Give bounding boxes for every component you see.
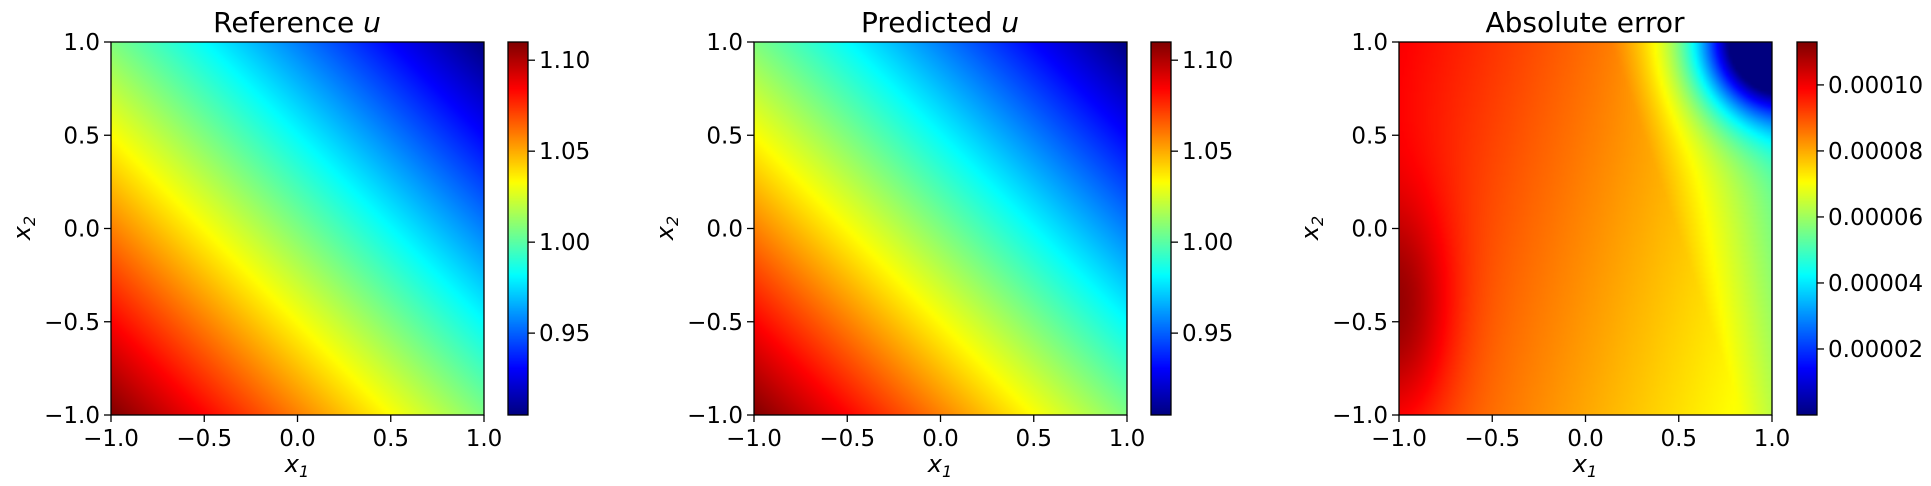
panel-absolute-error: Absolute error −1.0 −0.5 0.0 0.5 1.0 −1.0 −0.5… bbox=[1296, 6, 1923, 481]
colorbar-tick-label: 0.00004 bbox=[1828, 271, 1923, 297]
colorbar-tick-label: 0.95 bbox=[539, 321, 590, 347]
colorbar-frame bbox=[1150, 41, 1172, 416]
panel-title: Predicted u bbox=[861, 6, 1019, 39]
colorbar-ticks: 0.00002 0.00004 0.00006 0.00008 0.00010 bbox=[1817, 73, 1923, 363]
axis-ticks: −1.0 −0.5 0.0 0.5 1.0 −1.0 −0.5 0.0 0.5 1.0 bbox=[1332, 30, 1790, 452]
heatmap-image bbox=[754, 42, 1127, 415]
y-tick-label: −0.5 bbox=[687, 310, 743, 336]
x-tick-label: 0.5 bbox=[372, 426, 409, 452]
x-tick-label: 1.0 bbox=[1754, 426, 1791, 452]
y-tick-label: 0.0 bbox=[706, 217, 743, 243]
colorbar-tick-label: 1.05 bbox=[1182, 139, 1233, 165]
y-axis-label: x2 bbox=[1296, 216, 1327, 241]
colorbar-tick-label: 1.00 bbox=[1182, 230, 1233, 256]
x-tick-label: 0.5 bbox=[1015, 426, 1052, 452]
y-tick-label: 1.0 bbox=[1351, 30, 1388, 56]
panel-title: Absolute error bbox=[1485, 6, 1685, 39]
y-tick-label: 0.5 bbox=[706, 123, 743, 149]
heatmap-image bbox=[111, 42, 484, 415]
x-tick-label: 1.0 bbox=[1109, 426, 1146, 452]
colorbar-tick-label: 0.00006 bbox=[1828, 205, 1923, 231]
x-tick-label: −0.5 bbox=[176, 426, 232, 452]
x-tick-label: −0.5 bbox=[1464, 426, 1520, 452]
colorbar-tick-label: 1.05 bbox=[539, 139, 590, 165]
y-tick-label: 0.0 bbox=[1351, 217, 1388, 243]
colorbar-tick-label: 0.00008 bbox=[1828, 139, 1923, 165]
x-tick-label: −1.0 bbox=[1371, 426, 1427, 452]
colorbar-image bbox=[1797, 42, 1817, 415]
panel-predicted: Predicted u −1.0 −0.5 0.0 0.5 1.0 −1.0 −0.5 0.0… bbox=[651, 6, 1233, 481]
x-tick-label: 0.0 bbox=[1567, 426, 1604, 452]
colorbar-tick-label: 0.00010 bbox=[1828, 73, 1923, 99]
colorbar-frame bbox=[507, 41, 529, 416]
x-axis-label: x1 bbox=[1572, 450, 1597, 481]
y-tick-label: −1.0 bbox=[1332, 403, 1388, 429]
x-tick-label: 1.0 bbox=[466, 426, 503, 452]
heatmap-image bbox=[1399, 42, 1772, 415]
x-tick-label: −1.0 bbox=[726, 426, 782, 452]
x-axis-label: x1 bbox=[284, 450, 309, 481]
colorbar-tick-label: 1.00 bbox=[539, 230, 590, 256]
y-axis-label: x2 bbox=[8, 216, 39, 241]
y-tick-label: −1.0 bbox=[687, 403, 743, 429]
y-tick-label: −1.0 bbox=[44, 403, 100, 429]
colorbar-ticks: 0.95 1.00 1.05 1.10 bbox=[1171, 48, 1233, 347]
colorbar-tick-label: 1.10 bbox=[539, 48, 590, 74]
y-tick-label: 0.5 bbox=[1351, 123, 1388, 149]
panel-reference: Reference u −1.0 −0.5 0.0 0.5 1.0 −1.0 −0.5 0.0… bbox=[8, 6, 590, 481]
y-tick-label: 0.0 bbox=[63, 217, 100, 243]
colorbar-tick-label: 0.00002 bbox=[1828, 337, 1923, 363]
y-tick-label: 1.0 bbox=[706, 30, 743, 56]
y-tick-label: −0.5 bbox=[44, 310, 100, 336]
x-tick-label: −0.5 bbox=[819, 426, 875, 452]
colorbar-tick-label: 1.10 bbox=[1182, 48, 1233, 74]
x-tick-label: 0.5 bbox=[1660, 426, 1697, 452]
panel-title: Reference u bbox=[213, 6, 381, 39]
colorbar-image bbox=[1151, 42, 1171, 415]
colorbar-image bbox=[508, 42, 528, 415]
y-tick-label: 0.5 bbox=[63, 123, 100, 149]
x-tick-label: 0.0 bbox=[922, 426, 959, 452]
x-axis-label: x1 bbox=[927, 450, 952, 481]
axis-ticks: −1.0 −0.5 0.0 0.5 1.0 −1.0 −0.5 0.0 0.5 1.0 bbox=[687, 30, 1145, 452]
x-tick-label: 0.0 bbox=[279, 426, 316, 452]
axis-ticks: −1.0 −0.5 0.0 0.5 1.0 −1.0 −0.5 0.0 0.5 1.0 bbox=[44, 30, 502, 452]
colorbar-tick-label: 0.95 bbox=[1182, 321, 1233, 347]
y-tick-label: 1.0 bbox=[63, 30, 100, 56]
colorbar-ticks: 0.95 1.00 1.05 1.10 bbox=[528, 48, 590, 347]
y-axis-label: x2 bbox=[651, 216, 682, 241]
colorbar-frame bbox=[1796, 41, 1818, 416]
y-tick-label: −0.5 bbox=[1332, 310, 1388, 336]
x-tick-label: −1.0 bbox=[83, 426, 139, 452]
